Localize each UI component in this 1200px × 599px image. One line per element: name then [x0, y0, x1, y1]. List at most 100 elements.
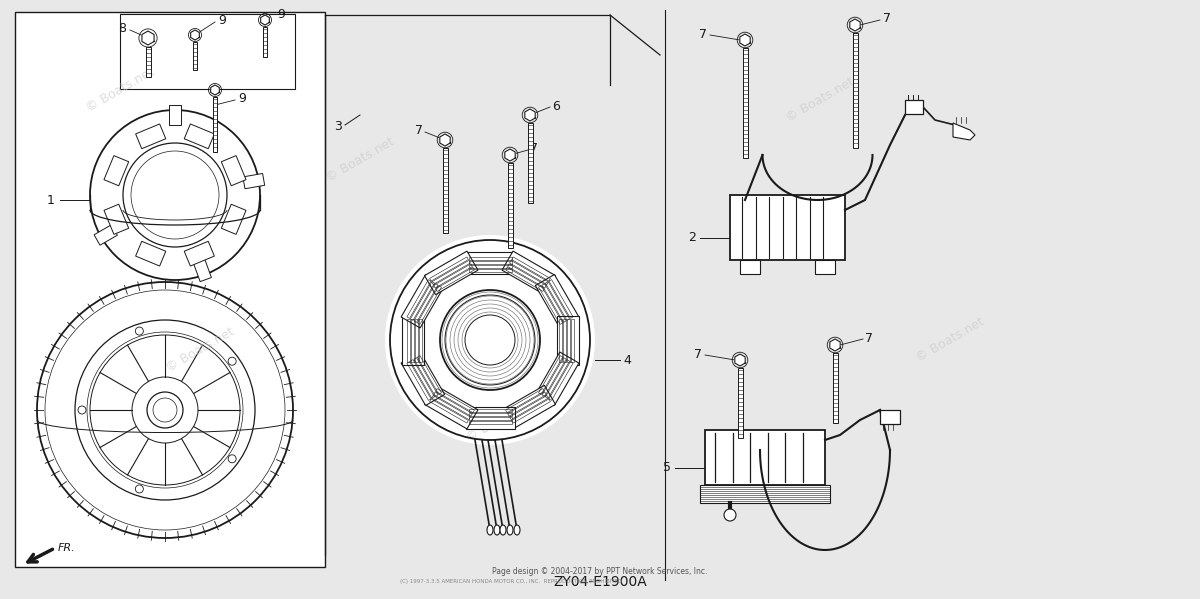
Bar — [414, 319, 418, 362]
Polygon shape — [850, 19, 860, 31]
Bar — [221, 156, 246, 186]
Bar — [433, 392, 473, 416]
Circle shape — [148, 392, 182, 428]
Circle shape — [136, 327, 143, 335]
Text: 7: 7 — [883, 13, 890, 26]
Bar — [468, 265, 511, 268]
Text: ZY04-E1900A: ZY04-E1900A — [553, 575, 647, 589]
Bar — [539, 356, 563, 394]
Bar — [546, 282, 570, 320]
Bar — [502, 385, 556, 429]
Bar — [548, 362, 574, 400]
Text: FR.: FR. — [58, 543, 76, 553]
Bar — [542, 284, 566, 322]
Bar — [508, 264, 546, 288]
Text: 9: 9 — [277, 8, 284, 22]
Bar — [535, 274, 578, 328]
Bar — [433, 264, 473, 288]
Bar — [407, 280, 431, 319]
Bar — [401, 352, 445, 406]
Text: 7: 7 — [530, 143, 538, 156]
Circle shape — [724, 509, 736, 521]
Bar — [535, 352, 578, 406]
Bar — [815, 260, 835, 274]
Bar — [430, 399, 468, 423]
Text: Page design © 2004-2017 by PPT Network Services, Inc.: Page design © 2004-2017 by PPT Network S… — [492, 567, 708, 576]
Bar — [425, 251, 478, 295]
Polygon shape — [260, 15, 269, 25]
Bar — [214, 96, 217, 152]
Polygon shape — [440, 134, 450, 146]
FancyBboxPatch shape — [193, 259, 211, 282]
Bar — [880, 410, 900, 424]
Bar — [505, 267, 545, 292]
Bar — [401, 274, 445, 328]
Bar — [104, 204, 128, 234]
Bar — [263, 26, 266, 56]
Text: 5: 5 — [662, 461, 671, 474]
Text: 1: 1 — [47, 193, 55, 207]
Bar — [430, 257, 468, 281]
Bar — [468, 256, 511, 259]
Polygon shape — [953, 123, 974, 140]
Text: © Boats.net: © Boats.net — [463, 395, 536, 444]
Bar — [833, 353, 838, 423]
Bar — [414, 358, 438, 397]
Bar — [185, 241, 215, 266]
Circle shape — [228, 357, 236, 365]
Polygon shape — [740, 34, 750, 46]
Text: © Boats.net: © Boats.net — [913, 315, 986, 365]
Bar — [505, 389, 545, 413]
Bar — [570, 319, 574, 362]
Bar — [221, 204, 246, 234]
Bar — [104, 156, 128, 186]
Text: 7: 7 — [694, 349, 702, 362]
Ellipse shape — [500, 525, 506, 535]
Text: 4: 4 — [623, 353, 631, 367]
FancyBboxPatch shape — [94, 225, 118, 245]
Bar — [407, 319, 409, 362]
Circle shape — [385, 235, 595, 445]
Bar — [510, 261, 548, 285]
Polygon shape — [191, 30, 199, 40]
Bar — [466, 252, 515, 274]
Ellipse shape — [514, 525, 520, 535]
Bar — [905, 100, 923, 114]
Bar — [418, 356, 442, 394]
Bar — [558, 319, 562, 362]
FancyBboxPatch shape — [242, 174, 265, 189]
Bar — [410, 359, 434, 398]
Text: 7: 7 — [865, 331, 874, 344]
Ellipse shape — [494, 525, 500, 535]
Circle shape — [228, 455, 236, 463]
Bar — [468, 409, 511, 412]
Bar — [566, 319, 570, 362]
Bar — [546, 359, 570, 398]
Text: 8: 8 — [118, 22, 126, 35]
Bar — [542, 358, 566, 397]
Bar — [468, 416, 511, 419]
Circle shape — [37, 282, 293, 538]
Bar — [468, 420, 511, 423]
Bar — [432, 395, 470, 419]
Ellipse shape — [487, 525, 493, 535]
Bar — [511, 399, 551, 423]
Bar — [436, 267, 474, 292]
Bar — [740, 260, 760, 274]
Bar — [193, 41, 197, 69]
Bar — [700, 485, 830, 503]
Bar — [443, 148, 448, 233]
Circle shape — [136, 485, 143, 493]
Bar — [468, 413, 511, 416]
Bar — [706, 430, 826, 485]
Bar — [410, 319, 414, 362]
Bar — [14, 12, 325, 567]
Bar — [436, 389, 474, 413]
Polygon shape — [734, 354, 745, 366]
Polygon shape — [505, 149, 515, 161]
Bar — [145, 47, 150, 77]
Text: © Boats.net: © Boats.net — [784, 75, 857, 125]
Bar — [548, 280, 574, 319]
Bar — [410, 282, 434, 320]
Bar — [468, 268, 511, 271]
